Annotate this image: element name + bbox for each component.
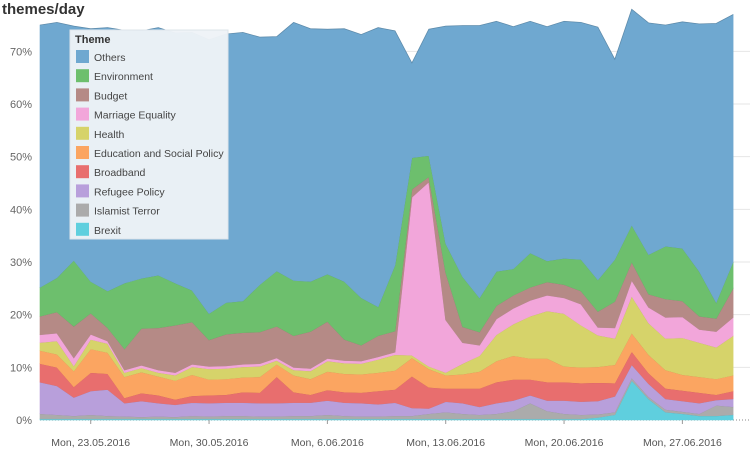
legend-label-others: Others [94,52,126,64]
legend-label-education-and-social-policy: Education and Social Policy [94,148,224,160]
y-tick-label: 30% [10,257,32,269]
area-edge-others [39,8,734,64]
legend-label-brexit: Brexit [94,225,121,237]
legend-swatch-brexit [76,222,89,236]
legend-swatch-broadband [76,165,89,179]
legend-title: Theme [75,34,110,46]
y-tick-label: 10% [10,362,32,374]
y-tick-label: 70% [10,46,32,58]
legend-label-environment: Environment [94,71,153,83]
x-tick-label: Mon, 13.06.2016 [406,437,485,449]
legend-label-budget: Budget [94,90,127,102]
legend-swatch-budget [76,88,89,102]
legend-box [69,29,229,240]
legend-label-broadband: Broadband [94,167,146,179]
legend-swatch-others [76,50,89,63]
legend-label-refugee-policy: Refugee Policy [94,186,165,198]
x-tick-label: Mon, 20.06.2016 [525,437,604,449]
legend-swatch-education-and-social-policy [76,146,89,159]
y-tick-label: 50% [10,152,32,164]
legend-swatch-health [76,126,89,140]
legend-swatch-refugee-policy [76,184,89,198]
legend-label-health: Health [94,129,125,141]
legend-swatch-islamist-terror [76,203,89,217]
y-tick-label: 60% [10,99,32,111]
legend-label-marriage-equality: Marriage Equality [94,110,176,122]
chart-title: themes/day [2,1,85,18]
x-tick-label: Mon, 27.06.2016 [643,437,722,449]
y-tick-label: 40% [10,204,32,216]
legend-label-islamist-terror: Islamist Terror [94,206,160,218]
legend-swatch-environment [76,69,89,83]
y-tick-label: 0% [16,415,32,427]
x-tick-label: Mon, 6.06.2016 [291,437,364,449]
x-tick-label: Mon, 30.05.2016 [170,437,249,449]
y-tick-label: 20% [10,310,32,322]
x-tick-label: Mon, 23.05.2016 [51,437,130,449]
legend-swatch-marriage-equality [76,107,89,121]
